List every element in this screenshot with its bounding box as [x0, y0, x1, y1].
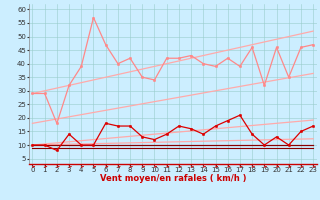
X-axis label: Vent moyen/en rafales ( km/h ): Vent moyen/en rafales ( km/h ) — [100, 174, 246, 183]
